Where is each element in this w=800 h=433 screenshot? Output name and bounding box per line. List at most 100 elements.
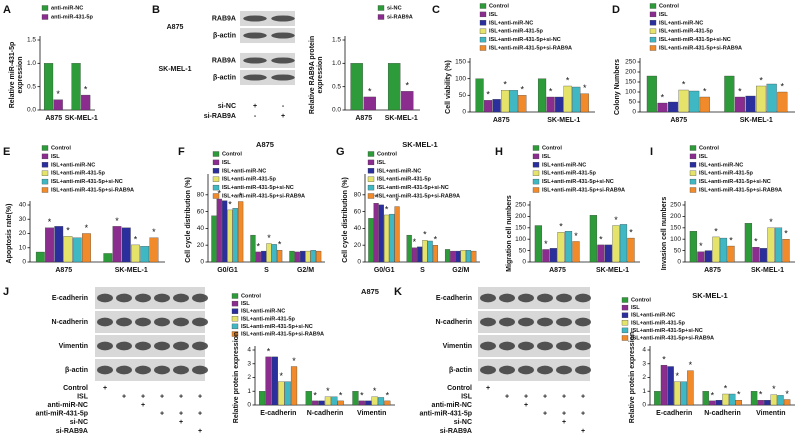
blot-band [556, 341, 572, 351]
blot-strip [240, 11, 295, 26]
significance: * [66, 226, 70, 236]
significance: * [559, 222, 563, 232]
x-tick-label: SK-MEL-1 [751, 267, 784, 274]
legend-swatch [649, 28, 657, 34]
significance: * [115, 216, 119, 226]
bar [766, 83, 777, 113]
condition-label: si-NC [218, 103, 236, 110]
blot-band [271, 32, 295, 39]
legend-swatch [367, 176, 375, 182]
condition-label: si-RAB9A [56, 428, 88, 433]
significance: * [374, 193, 378, 203]
condition-mark: + [581, 411, 585, 418]
x-tick-label: SK-MEL-1 [115, 267, 148, 274]
y-tick-label: 80 [197, 192, 205, 199]
legend-swatch [231, 300, 239, 307]
bar [422, 240, 428, 263]
y-axis-label: Invasion cell numbers [661, 197, 668, 271]
bar [103, 253, 113, 263]
x-tick-label: SK-MEL-1 [740, 117, 773, 124]
legend-label: ISL [542, 154, 551, 160]
blot-band [518, 341, 534, 351]
blot-strip [478, 359, 590, 381]
y-tick-label: 150 [455, 59, 466, 66]
bar [121, 227, 131, 263]
legend-label: ISL+anti-miR-431-5p+si-RAB9A [377, 193, 460, 199]
blot-row-label: E-cadherin [436, 295, 472, 302]
legend-label: Control [659, 3, 679, 9]
blot-band [480, 317, 496, 327]
significance: * [682, 79, 686, 89]
bar [337, 400, 344, 406]
condition-mark: - [254, 113, 257, 120]
condition-mark: + [198, 411, 202, 418]
y-tick-label: 60 [354, 208, 362, 215]
legend-swatch [689, 153, 697, 160]
legend-label: ISL+anti-miR-431-5p [51, 171, 106, 177]
legend-label: ISL+anti-miR-NC [241, 309, 285, 315]
bar [563, 85, 572, 113]
condition-mark: + [543, 393, 547, 400]
blot-row-label: β-actin [213, 32, 236, 39]
legend-swatch [649, 11, 657, 18]
y-tick-label: 150 [625, 79, 636, 86]
y-tick-label: 0.0 [27, 107, 36, 114]
bar [689, 231, 698, 263]
bar [770, 394, 778, 406]
blot-band [154, 293, 170, 303]
blot-band [173, 293, 189, 303]
bar [238, 201, 244, 263]
y-axis-label: Migration cell numbers [506, 195, 513, 272]
blot-band [556, 317, 572, 327]
y-tick-label: 0 [642, 402, 646, 409]
legend-swatch [41, 162, 49, 168]
blot-band [271, 57, 295, 64]
significance: * [84, 84, 88, 94]
legend-label: ISL+anti-miR-431-5p+si-NC [542, 179, 614, 185]
y-tick-label: 0 [632, 109, 636, 116]
bar [580, 93, 589, 113]
y-tick-label: 0 [677, 259, 681, 266]
legend-swatch [479, 28, 487, 34]
bar [680, 381, 687, 406]
bar [646, 75, 657, 113]
chart-title: SK-MEL-1 [402, 140, 437, 149]
y-tick-label: 2 [247, 374, 251, 381]
condition-mark: + [122, 393, 126, 400]
y-tick-label: 0 [522, 259, 526, 266]
significance: * [781, 81, 785, 91]
legend-swatch [649, 20, 657, 26]
blot-band [499, 365, 515, 375]
condition-mark: + [524, 402, 528, 409]
condition-label: anti-miR-NC [432, 402, 472, 409]
blot-band [243, 57, 267, 64]
blot-band [537, 341, 553, 351]
significance: * [521, 85, 525, 95]
legend-label: ISL+anti-miR-NC [489, 20, 533, 26]
significance: * [599, 234, 603, 244]
legend-label: ISL+anti-miR-431-5p [241, 316, 296, 322]
legend-swatch [621, 304, 629, 311]
bar [352, 391, 359, 406]
legend-label: ISL+anti-miR-431-5p+si-NC [699, 179, 771, 185]
legend-swatch [689, 187, 697, 193]
blot-band [192, 293, 208, 303]
blot-band [575, 293, 591, 303]
bar [549, 248, 558, 263]
significance: * [239, 191, 243, 201]
bar [450, 250, 456, 263]
bar [427, 240, 433, 263]
blot-band [116, 317, 132, 327]
blot-band [556, 365, 572, 375]
bar [542, 249, 550, 263]
bar [290, 366, 298, 406]
legend-swatch [377, 5, 385, 11]
legend-swatch [41, 5, 49, 11]
legend-swatch [212, 176, 220, 182]
significance: * [738, 86, 742, 96]
y-tick-label: 4 [642, 347, 646, 354]
legend-swatch [231, 308, 239, 314]
bar [687, 370, 694, 406]
condition-mark: + [486, 385, 490, 392]
blot-band [480, 365, 496, 375]
